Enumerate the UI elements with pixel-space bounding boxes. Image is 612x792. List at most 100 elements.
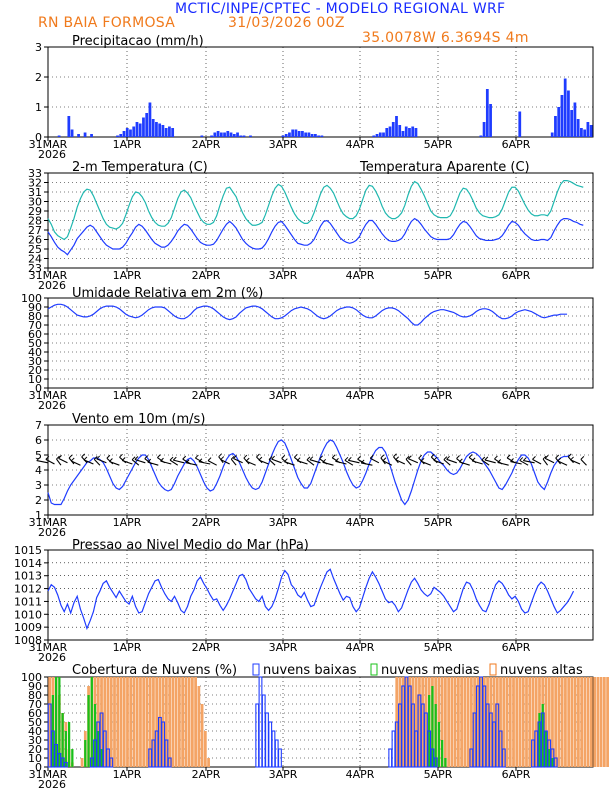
cloud-bar-nuvens-medias xyxy=(441,740,444,767)
cloud-bar-nuvens-baixas xyxy=(261,694,266,768)
precip-bar xyxy=(161,125,165,137)
wind-barb-tick xyxy=(258,456,263,461)
cloud-bar-nuvens-altas xyxy=(583,677,587,767)
wind-barb-tick xyxy=(281,455,286,459)
rh-ytick-label: 10 xyxy=(28,373,42,386)
wind-barb-tick xyxy=(408,455,412,460)
wind-barb-tick xyxy=(405,455,410,460)
cloud-bar-nuvens-altas xyxy=(557,677,561,767)
precip-xtick-label: 3APR xyxy=(269,138,298,151)
cloud-bar-nuvens-baixas xyxy=(167,757,172,768)
cloud-bar-nuvens-altas xyxy=(174,677,178,767)
wind-barb-tick xyxy=(147,458,152,463)
temp-xtick-label: 5APR xyxy=(424,269,453,282)
cloud-bar-nuvens-altas xyxy=(401,677,405,767)
wind-xtick-label: 1APR xyxy=(113,516,142,529)
cloud-bar-nuvens-baixas xyxy=(278,748,282,768)
cloud-bar-nuvens-medias xyxy=(90,677,93,767)
cloud-bar-nuvens-altas xyxy=(414,677,418,767)
precip-bar xyxy=(148,102,152,137)
wind-barb-tick xyxy=(494,455,498,460)
rh-xtick-label: 2APR xyxy=(192,389,221,402)
wind-barb xyxy=(309,459,321,464)
rh-title: Umidade Relativa em 2m (%) xyxy=(72,286,263,301)
wind-barb xyxy=(220,459,230,465)
rh-year-label: 2026 xyxy=(38,399,66,412)
cloud-bar-nuvens-altas xyxy=(502,677,506,767)
wind-barb-tick xyxy=(471,457,476,462)
cloud-bar-nuvens-altas xyxy=(181,677,185,767)
precip-bar xyxy=(388,126,392,137)
cloud-bar-nuvens-altas xyxy=(203,731,207,767)
press-ytick-label: 1009 xyxy=(14,621,42,634)
cloud-bar-nuvens-altas xyxy=(589,677,593,767)
wind-barb xyxy=(484,459,496,464)
wind-barb-tick xyxy=(68,454,73,459)
cloud-bar-nuvens-baixas xyxy=(388,748,393,768)
wind-barb-tick xyxy=(395,456,400,461)
precip-frame xyxy=(47,46,594,138)
wind-xtick-label: 2APR xyxy=(192,516,221,529)
cloud-bar-nuvens-altas xyxy=(564,677,567,767)
press-series-line xyxy=(47,568,575,631)
wind-barb-tick xyxy=(331,454,336,459)
wind-barb xyxy=(348,459,360,464)
wind-barb-tick xyxy=(519,457,524,461)
clouds-xtick-label: 2APR xyxy=(192,768,221,781)
wind-barb xyxy=(198,461,211,465)
cloud-bar-nuvens-altas xyxy=(103,677,107,767)
wind-barb xyxy=(405,458,412,466)
clouds-ytick-label: 20 xyxy=(28,743,42,756)
precip-bar xyxy=(138,123,142,137)
temp-ytick-label: 31 xyxy=(28,186,42,199)
wind-barb xyxy=(446,458,457,464)
precip-bar xyxy=(576,119,580,137)
cloud-bar-nuvens-altas xyxy=(122,677,126,767)
clouds-ytick-label: 70 xyxy=(28,698,42,711)
temp-xtick-label: 6APR xyxy=(502,269,531,282)
rh-ytick-label: 70 xyxy=(28,319,42,332)
precip-bar xyxy=(291,129,295,137)
cloud-bar-nuvens-altas xyxy=(499,677,502,767)
precip-xtick-label: 4APR xyxy=(346,138,375,151)
precip-bar xyxy=(122,131,126,137)
wind-barb xyxy=(160,460,172,465)
wind-barb-tick xyxy=(198,458,203,463)
wind-barb xyxy=(134,458,146,464)
precip-bar xyxy=(482,122,486,137)
wind-barb xyxy=(443,459,451,466)
precip-bar xyxy=(284,134,288,137)
rh-ytick-label: 80 xyxy=(28,310,42,323)
cloud-bar-nuvens-medias xyxy=(87,695,90,767)
wind-barb-tick xyxy=(109,458,113,462)
cloud-bar-nuvens-altas xyxy=(489,677,493,767)
precip-bar xyxy=(151,119,155,137)
cloud-bar-nuvens-medias xyxy=(434,704,437,767)
cloud-bar-nuvens-medias xyxy=(431,686,434,767)
precip-bar xyxy=(229,132,233,137)
cloud-bar-nuvens-baixas xyxy=(255,703,260,768)
header-title: MCTIC/INPE/CPTEC - MODELO REGIONAL WRF xyxy=(175,1,505,17)
wind-xtick-label: 5APR xyxy=(424,516,453,529)
wind-barb-tick xyxy=(497,459,502,463)
wind-barb-tick xyxy=(393,453,397,458)
wind-barb-tick xyxy=(468,454,473,458)
precip-bar xyxy=(583,129,587,137)
cloud-bar-nuvens-altas xyxy=(479,677,483,767)
header-coords: 35.0078W 6.3694S 4m xyxy=(362,30,529,46)
cloud-bar-nuvens-altas xyxy=(405,677,408,767)
rh-ytick-label: 50 xyxy=(28,337,42,350)
precip-bar xyxy=(391,122,395,137)
legend-label-baixas: nuvens baixas xyxy=(263,663,357,678)
wind-barb-tick xyxy=(195,454,199,459)
wind-barb-tick xyxy=(456,455,460,459)
wind-barb-tick xyxy=(36,457,41,461)
press-ytick-label: 1012 xyxy=(14,583,42,596)
wind-xtick-label: 6APR xyxy=(502,516,531,529)
rh-ytick-label: 0 xyxy=(35,382,42,395)
wind-barb-tick xyxy=(532,456,536,460)
cloud-bar-nuvens-altas xyxy=(521,677,525,767)
wind-barb-tick xyxy=(160,457,164,462)
precip-bar xyxy=(281,135,285,137)
